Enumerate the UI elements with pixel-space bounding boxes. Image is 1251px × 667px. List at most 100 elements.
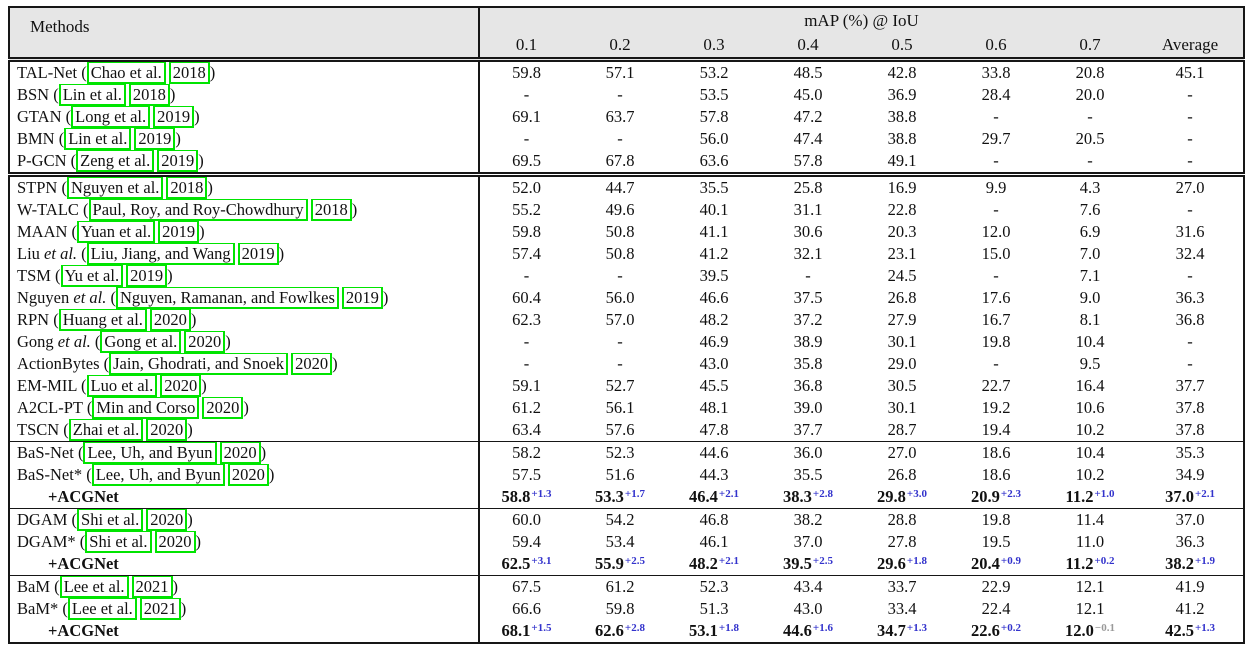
map-value: 41.2 bbox=[699, 244, 729, 263]
map-value: 19.4 bbox=[981, 420, 1011, 439]
citation-link[interactable]: 2021 bbox=[131, 576, 173, 598]
citation-link[interactable]: 2019 bbox=[341, 287, 383, 309]
citation-link[interactable]: 2019 bbox=[134, 128, 176, 150]
citation-link[interactable]: 2019 bbox=[126, 265, 168, 287]
map-value: 31.6 bbox=[1175, 222, 1205, 241]
gain-superscript: +2.1 bbox=[718, 555, 739, 567]
citation-link[interactable]: Long et al. bbox=[71, 106, 151, 128]
methods-column-header: Methods bbox=[9, 7, 480, 62]
gain-superscript: +1.7 bbox=[624, 488, 645, 500]
citation-link[interactable]: 2020 bbox=[219, 442, 261, 464]
citation-link[interactable]: 2019 bbox=[158, 221, 200, 243]
table-row: BaM (Lee et al. 2021) 67.5 61.2 52.3 43.4 33.7… bbox=[9, 575, 1245, 598]
citation-link[interactable]: Luo et al. bbox=[86, 375, 158, 397]
method-label: ) bbox=[351, 200, 358, 219]
map-value: 16.9 bbox=[855, 172, 949, 199]
gain-superscript: +1.3 bbox=[906, 622, 927, 634]
map-value: 26.8 bbox=[887, 288, 917, 307]
citation-link[interactable]: Shi et al. bbox=[85, 531, 152, 553]
map-value: 27.0 bbox=[1137, 172, 1245, 199]
map-value: 61.2 bbox=[512, 398, 541, 417]
map-value: 37.8 bbox=[1175, 420, 1205, 439]
gain-superscript: +1.9 bbox=[1194, 555, 1215, 567]
map-results-table: Methods mAP (%) @ IoU 0.1 0.2 0.3 0.4 0.5 0.6… bbox=[8, 6, 1246, 644]
map-value: 9.0 bbox=[1079, 288, 1101, 307]
paper-page: Methods mAP (%) @ IoU 0.1 0.2 0.3 0.4 0.5 0.6… bbox=[8, 6, 1246, 644]
map-value: - bbox=[805, 266, 811, 285]
method-cell: Liu et al. (Liu, Jiang, and Wang 2019) bbox=[9, 243, 480, 265]
citation-link[interactable]: Yuan et al. bbox=[77, 221, 156, 243]
map-value: 57.4 bbox=[512, 244, 541, 263]
method-label: +ACGNet bbox=[48, 621, 119, 640]
gain-superscript: +2.3 bbox=[1000, 488, 1021, 500]
table-row: +ACGNet 62.5+3.1 55.9+2.5 48.2+2.1 39.5+2.5 2… bbox=[9, 553, 1244, 576]
citation-link[interactable]: Gong et al. bbox=[100, 331, 182, 353]
citation-link[interactable]: Min and Corso bbox=[92, 397, 200, 419]
citation-link[interactable]: Yu et al. bbox=[60, 265, 124, 287]
map-value: - bbox=[1187, 266, 1193, 285]
citation-link[interactable]: 2020 bbox=[184, 331, 226, 353]
gain-superscript: +1.3 bbox=[531, 488, 552, 500]
citation-link[interactable]: 2018 bbox=[128, 84, 170, 106]
map-value: 69.1 bbox=[512, 107, 541, 126]
map-value: - bbox=[993, 107, 999, 126]
citation-link[interactable]: 2019 bbox=[157, 150, 199, 172]
citation-link[interactable]: Shi et al. bbox=[77, 509, 144, 531]
citation-link[interactable]: 2020 bbox=[146, 419, 188, 441]
map-value: 53.5 bbox=[699, 85, 729, 104]
method-label: W-TALC ( bbox=[17, 200, 89, 219]
table-row: BaS-Net (Lee, Uh, and Byun 2020) 58.2 52.3 4… bbox=[9, 441, 1245, 464]
citation-link[interactable]: 2020 bbox=[149, 309, 191, 331]
citation-link[interactable]: Nguyen, Ramanan, and Fowlkes bbox=[116, 287, 339, 309]
citation-link[interactable]: 2019 bbox=[237, 243, 279, 265]
table-body: TAL-Net (Chao et al. 2018) 59.8 57.1 53.2 48.… bbox=[9, 59, 1245, 643]
citation-link[interactable]: 2020 bbox=[227, 464, 269, 486]
citation-link[interactable]: 2020 bbox=[154, 531, 196, 553]
map-value-cell: 53.3+1.7 bbox=[573, 486, 667, 509]
citation-link[interactable]: 2020 bbox=[160, 375, 202, 397]
map-value: 51.3 bbox=[699, 599, 729, 618]
citation-link[interactable]: 2019 bbox=[153, 106, 195, 128]
map-value: 16.7 bbox=[981, 310, 1011, 329]
citation-link[interactable]: 2020 bbox=[291, 353, 333, 375]
citation-link[interactable]: Zeng et al. bbox=[76, 150, 155, 172]
map-value: 36.9 bbox=[887, 85, 917, 104]
map-value: - bbox=[523, 85, 530, 104]
map-value: 49.1 bbox=[887, 151, 917, 170]
iou-column-header: 0.6 bbox=[949, 33, 1043, 62]
map-value: 11.2 bbox=[1065, 487, 1094, 506]
map-value: 43.4 bbox=[761, 575, 855, 598]
citation-link[interactable]: 2020 bbox=[146, 509, 188, 531]
citation-link[interactable]: Lee, Uh, and Byun bbox=[91, 464, 225, 486]
citation-link[interactable]: 2021 bbox=[139, 598, 181, 620]
map-value: 35.3 bbox=[1137, 441, 1245, 464]
citation-link[interactable]: 2018 bbox=[310, 199, 352, 221]
map-value: 19.8 bbox=[949, 508, 1043, 531]
citation-link[interactable]: 2018 bbox=[168, 61, 210, 84]
method-label: BSN ( bbox=[17, 85, 59, 104]
map-value: 62.5 bbox=[501, 554, 531, 573]
citation-link[interactable]: Lee et al. bbox=[67, 598, 137, 620]
citation-link[interactable]: Paul, Roy, and Roy-Chowdhury bbox=[88, 199, 308, 221]
citation-link[interactable]: Huang et al. bbox=[58, 309, 147, 331]
citation-link[interactable]: Lin et al. bbox=[58, 84, 126, 106]
map-value: 63.4 bbox=[512, 420, 541, 439]
map-value: 39.5 bbox=[783, 554, 812, 573]
map-value-cell: 37.0+2.1 bbox=[1137, 486, 1244, 509]
citation-link[interactable]: Zhai et al. bbox=[68, 419, 144, 441]
citation-link[interactable]: Chao et al. bbox=[86, 61, 166, 84]
citation-link[interactable]: Nguyen et al. bbox=[66, 179, 164, 199]
citation-link[interactable]: Lee et al. bbox=[59, 576, 129, 598]
citation-link[interactable]: Lin et al. bbox=[64, 128, 132, 150]
map-value: 37.0 bbox=[793, 532, 823, 551]
citation-link[interactable]: Jain, Ghodrati, and Snoek bbox=[109, 353, 289, 375]
map-value: 56.0 bbox=[699, 129, 729, 148]
map-value: - bbox=[617, 332, 623, 351]
citation-link[interactable]: 2018 bbox=[166, 179, 208, 199]
citation-link[interactable]: Liu, Jiang, and Wang bbox=[86, 243, 235, 265]
map-value: 57.8 bbox=[699, 107, 729, 126]
citation-link[interactable]: 2020 bbox=[202, 397, 244, 419]
table-row: BMN (Lin et al. 2019) - - 56.0 47.4 38.8 29.7 20… bbox=[9, 128, 1244, 150]
citation-link[interactable]: Lee, Uh, and Byun bbox=[83, 442, 217, 464]
map-value: 57.8 bbox=[793, 151, 823, 170]
